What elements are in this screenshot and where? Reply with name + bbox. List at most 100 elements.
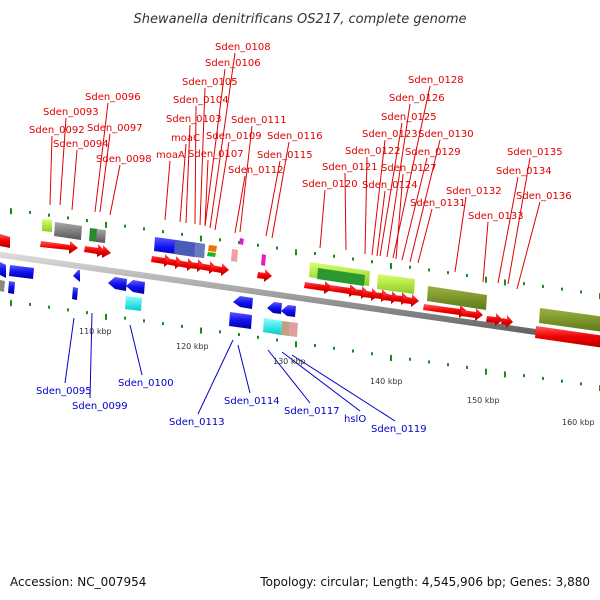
feature-arrow <box>98 245 111 258</box>
feature-arrow <box>304 281 333 294</box>
feature-arrow <box>402 294 419 307</box>
feature-block <box>96 229 106 243</box>
gene-label: Sden_0120 <box>302 179 358 190</box>
gene-label: Sden_0132 <box>446 186 502 197</box>
feature-arrow <box>126 280 145 294</box>
forward-gene-labels: Sden_0108 Sden_0106 Sden_0105 Sden_0104 … <box>29 42 572 222</box>
tick-mark <box>143 227 145 231</box>
gene-label: Sden_0095 <box>36 386 92 397</box>
tick-mark <box>390 354 392 361</box>
tick-mark <box>238 333 240 337</box>
leader-line <box>199 87 206 226</box>
feature-block <box>72 287 78 300</box>
leader-line <box>89 312 93 399</box>
gene-label: Sden_0135 <box>507 147 563 158</box>
tick-mark <box>561 287 563 291</box>
feature-block <box>125 296 142 311</box>
gene-label: Sden_0103 <box>166 114 222 125</box>
tick-mark <box>181 324 183 328</box>
tick-label: 110 kbp <box>79 327 112 336</box>
leader-line <box>482 221 489 283</box>
feature-block <box>377 274 415 294</box>
reverse-features <box>0 262 298 337</box>
feature-block <box>539 308 600 332</box>
tick-mark <box>295 341 297 348</box>
gene-label: Sden_0099 <box>72 401 128 412</box>
leader-line <box>344 172 347 251</box>
tick-mark <box>276 338 278 342</box>
label-leaders <box>49 52 541 422</box>
leader-line <box>265 160 281 237</box>
feature-block <box>54 222 82 240</box>
feature-block <box>194 243 205 258</box>
gene-label: Sden_0094 <box>53 139 109 150</box>
tick-mark <box>466 365 468 369</box>
leader-line <box>49 135 53 206</box>
gene-label: Sden_0107 <box>188 149 244 160</box>
leader-line <box>507 157 531 285</box>
tick-mark <box>86 219 88 223</box>
feature-arrow <box>40 241 78 254</box>
feature-arrow <box>73 270 80 282</box>
leader-line <box>395 173 404 260</box>
tick-mark <box>352 257 354 261</box>
leader-line <box>237 344 251 394</box>
leader-line <box>386 103 411 258</box>
tick-mark <box>523 282 525 286</box>
feature-block <box>208 245 217 252</box>
leader-line <box>319 189 326 249</box>
leader-line <box>267 349 311 404</box>
leader-line <box>409 139 441 263</box>
leader-line <box>164 160 171 221</box>
tick-mark <box>390 262 392 269</box>
tick-mark <box>162 322 164 326</box>
leader-line <box>59 117 67 206</box>
gene-label: Sden_0112 <box>228 165 284 176</box>
gene-label: Sden_0115 <box>257 150 313 161</box>
feature-block <box>261 254 266 266</box>
tick-mark <box>10 208 12 215</box>
feature-arrow <box>329 284 358 297</box>
feature-arrow <box>423 304 468 318</box>
tick-label: 120 kbp <box>176 342 209 351</box>
tick-label: 130 kbp <box>273 357 306 366</box>
gene-label: Sden_0096 <box>85 92 141 103</box>
accession-text: Accession: NC_007954 <box>10 575 146 589</box>
tick-label: 150 kbp <box>467 396 500 405</box>
tick-mark <box>295 249 297 256</box>
tick-mark <box>542 376 544 380</box>
gene-label: Sden_0097 <box>87 123 143 134</box>
tick-mark <box>29 210 31 214</box>
map-title: Shewanella denitrificans OS217, complete… <box>134 12 467 27</box>
tick-mark <box>105 221 107 228</box>
gene-label: Sden_0093 <box>43 107 99 118</box>
tick-mark <box>29 302 31 306</box>
feature-arrow <box>233 296 253 309</box>
leader-line <box>239 125 253 233</box>
feature-arrow <box>108 277 127 291</box>
feature-block <box>174 240 195 257</box>
tick-mark <box>485 368 487 375</box>
feature-block <box>289 322 298 337</box>
feature-block <box>239 238 244 245</box>
leader-line <box>204 68 226 227</box>
feature-arrow <box>267 302 282 314</box>
gene-label: hslO <box>344 414 366 425</box>
leader-line <box>179 143 187 223</box>
tick-mark <box>219 330 221 334</box>
leader-line <box>401 157 428 261</box>
gene-label: Sden_0124 <box>362 180 418 191</box>
gene-label: Sden_0105 <box>182 77 238 88</box>
leader-line <box>379 122 403 257</box>
feature-block <box>427 286 487 310</box>
gene-label: Sden_0121 <box>322 162 378 173</box>
feature-block <box>0 280 5 292</box>
tick-mark <box>181 232 183 236</box>
feature-block <box>281 321 290 336</box>
leader-line <box>417 208 433 264</box>
tick-mark <box>238 241 240 245</box>
leader-line <box>271 141 290 239</box>
leader-line <box>516 201 541 290</box>
tick-mark <box>162 230 164 234</box>
